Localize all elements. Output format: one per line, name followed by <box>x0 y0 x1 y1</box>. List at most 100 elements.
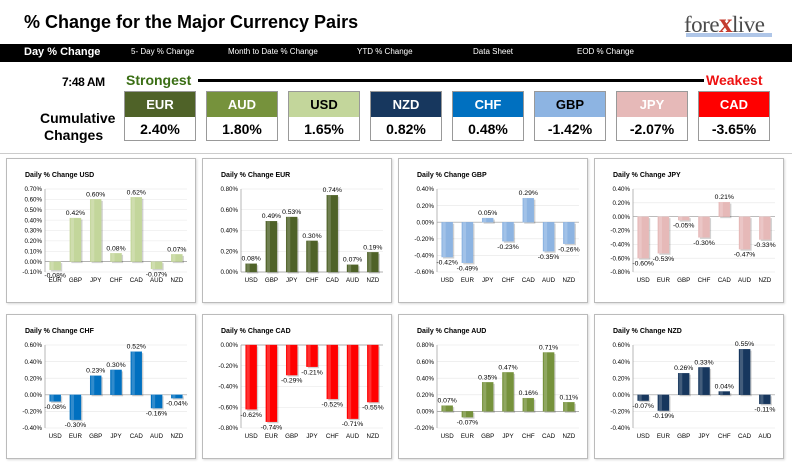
data-label: 0.60% <box>86 191 105 198</box>
data-label: -0.49% <box>457 265 479 272</box>
bar-highlight <box>368 252 371 272</box>
chart-title: Daily % Change JPY <box>613 172 681 179</box>
timestamp: 7:48 AM <box>62 75 105 89</box>
currency-box-eur: EUR 2.40% <box>124 91 196 141</box>
y-tick-label: 0.70% <box>24 186 42 193</box>
chart-title: Daily % Change GBP <box>417 172 487 179</box>
data-label: 0.19% <box>363 244 382 251</box>
x-tick-label: NZD <box>170 277 183 284</box>
currency-change-value: -3.65% <box>699 117 769 141</box>
data-label: 0.04% <box>715 383 734 390</box>
header: % Change for the Major Currency Pairs fo… <box>0 0 792 46</box>
bar-highlight <box>524 398 527 411</box>
x-tick-label: CAD <box>718 277 732 284</box>
bar-highlight <box>328 195 331 272</box>
y-tick-label: -0.40% <box>610 425 630 432</box>
bar-highlight <box>71 218 74 262</box>
y-tick-label: 0.00% <box>612 214 630 221</box>
bar-highlight <box>91 376 94 395</box>
y-tick-label: 0.20% <box>220 248 238 255</box>
x-tick-label: JPY <box>482 277 493 284</box>
tab-day-change[interactable]: Day % Change <box>24 46 100 58</box>
x-tick-label: NZD <box>562 277 575 284</box>
bar-highlight <box>544 352 547 411</box>
x-tick-label: AUD <box>346 433 360 440</box>
bar-highlight <box>544 222 547 251</box>
chart-panel-jpy: Daily % Change JPY -0.80% -0.60% -0.40% -0.2… <box>594 158 784 303</box>
tab-month-to-date-change[interactable]: Month to Date % Change <box>228 47 318 56</box>
bar-highlight <box>524 198 527 222</box>
bar-chart: Daily % Change CHF-0.40%-0.20%0.00%0.20%… <box>7 315 197 460</box>
y-tick-label: -0.40% <box>22 425 42 432</box>
chart-panel-chf: Daily % Change CHF -0.40% -0.20% 0.00% 0.20%… <box>6 314 196 459</box>
y-tick-label: 0.60% <box>220 207 238 214</box>
x-tick-label: GBP <box>265 277 278 284</box>
y-tick-label: -0.20% <box>22 409 42 416</box>
data-label: -0.55% <box>362 405 384 412</box>
bar-highlight <box>287 345 290 375</box>
y-tick-label: 0.40% <box>24 217 42 224</box>
bar-highlight <box>328 345 331 399</box>
x-tick-label: AUD <box>758 433 772 440</box>
bar-highlight <box>91 199 94 261</box>
bar-chart: Daily % Change EUR0.00%0.20%0.40%0.60%0.… <box>203 159 393 304</box>
y-tick-label: -0.20% <box>414 236 434 243</box>
data-label: -0.33% <box>754 242 776 249</box>
bar-highlight <box>564 222 567 244</box>
forexlive-logo[interactable]: forexlive <box>672 6 784 42</box>
bar-highlight <box>368 345 371 402</box>
data-label: 0.55% <box>735 341 754 348</box>
tab-5day-change[interactable]: 5- Day % Change <box>131 47 194 56</box>
data-label: -0.35% <box>538 254 560 261</box>
chart-panel-cad: Daily % Change CAD -0.80% -0.60% -0.40% -0.2… <box>202 314 392 459</box>
data-label: 0.29% <box>519 190 538 197</box>
bar-highlight <box>267 345 270 422</box>
data-label: -0.21% <box>301 369 323 376</box>
y-tick-label: 0.20% <box>612 375 630 382</box>
data-label: -0.30% <box>65 422 87 429</box>
x-tick-label: EUR <box>265 433 279 440</box>
x-tick-label: CAD <box>542 433 556 440</box>
chart-title: Daily % Change CAD <box>221 328 291 335</box>
tab-ytd-change[interactable]: YTD % Change <box>357 47 413 56</box>
x-tick-label: JPY <box>90 277 101 284</box>
data-label: 0.26% <box>674 365 693 372</box>
tab-data-sheet[interactable]: Data Sheet <box>473 47 513 56</box>
x-tick-label: USD <box>441 277 455 284</box>
x-tick-label: JPY <box>502 433 513 440</box>
x-tick-label: CHF <box>522 433 535 440</box>
x-tick-label: CHF <box>110 277 123 284</box>
x-tick-label: CAD <box>130 433 144 440</box>
bar-highlight <box>111 370 114 395</box>
y-tick-label: 0.80% <box>220 186 238 193</box>
y-tick-label: 0.10% <box>24 248 42 255</box>
x-tick-label: EUR <box>461 277 475 284</box>
bar-highlight <box>348 345 351 419</box>
chart-title: Daily % Change NZD <box>613 328 682 335</box>
x-tick-label: AUD <box>542 277 556 284</box>
bar-highlight <box>172 254 175 261</box>
y-tick-label: 0.40% <box>220 228 238 235</box>
y-tick-label: 0.00% <box>24 392 42 399</box>
currency-name: JPY <box>617 92 687 117</box>
chart-panel-gbp: Daily % Change GBP -0.60% -0.40% -0.20% 0.00… <box>398 158 588 303</box>
tab-eod-change[interactable]: EOD % Change <box>577 47 634 56</box>
bar-highlight <box>463 411 466 417</box>
data-label: 0.47% <box>498 364 517 371</box>
x-tick-label: AUD <box>150 277 164 284</box>
data-label: -0.47% <box>734 252 756 259</box>
chart-panel-usd: Daily % Change USD -0.10% 0.00% 0.10% 0.20% 0… <box>6 158 196 303</box>
y-tick-label: 0.30% <box>24 228 42 235</box>
x-tick-label: NZD <box>758 277 771 284</box>
x-tick-label: NZD <box>366 277 379 284</box>
bar-highlight <box>443 222 446 257</box>
bar-highlight <box>287 217 290 272</box>
x-tick-label: GBP <box>677 433 690 440</box>
x-tick-label: CHF <box>698 277 711 284</box>
bar-highlight <box>307 241 310 272</box>
currency-box-chf: CHF 0.48% <box>452 91 524 141</box>
data-label: -0.74% <box>261 424 283 431</box>
data-label: -0.42% <box>436 260 458 267</box>
x-tick-label: CAD <box>522 277 536 284</box>
bar-highlight <box>51 262 54 270</box>
